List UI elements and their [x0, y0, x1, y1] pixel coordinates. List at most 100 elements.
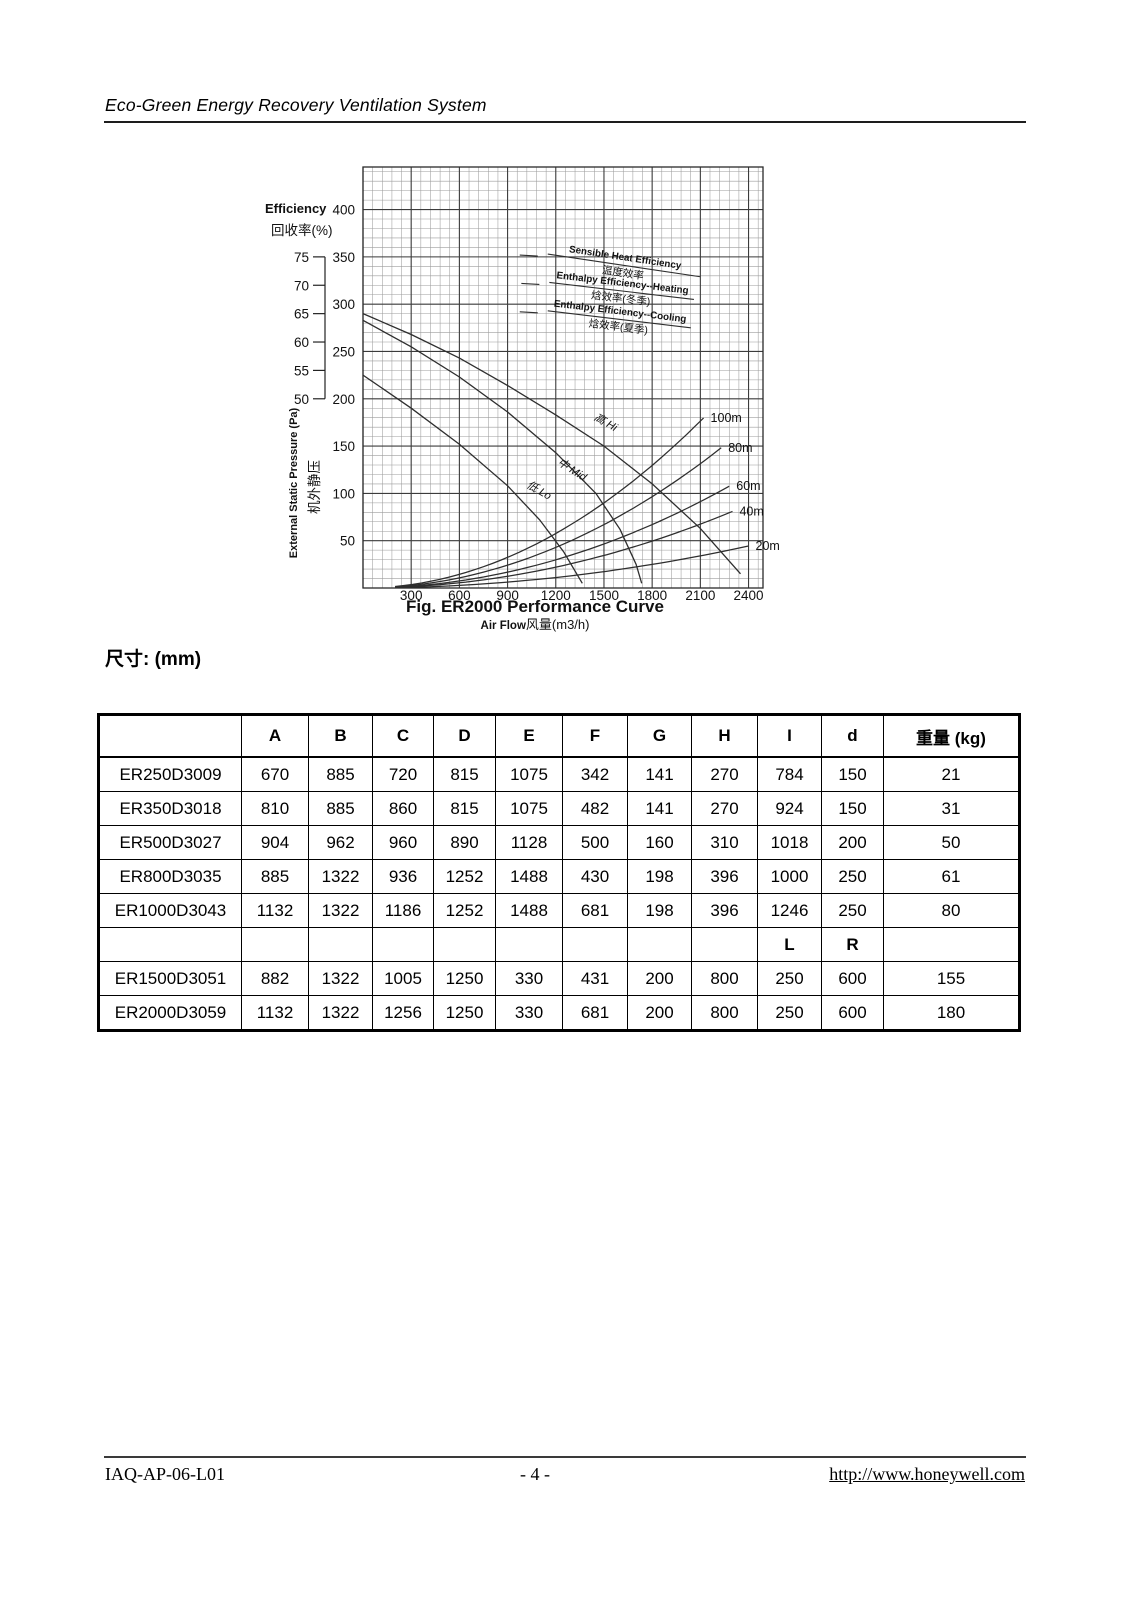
- efficiency-axis-title-cn: 回收率(%): [271, 222, 333, 238]
- y-tick-label: 300: [332, 297, 355, 312]
- duct-length-label: 60m: [736, 479, 760, 493]
- value-cell: 330: [495, 961, 563, 996]
- value-cell: 1246: [757, 893, 822, 928]
- y-tick-label: 50: [340, 534, 355, 549]
- value-cell: 155: [883, 961, 1020, 996]
- value-cell: 960: [372, 825, 434, 860]
- value-cell: 250: [821, 859, 884, 894]
- value-cell: [495, 927, 563, 962]
- value-cell: 1322: [308, 995, 373, 1031]
- value-cell: 1128: [495, 825, 563, 860]
- value-cell: 61: [883, 859, 1020, 894]
- value-cell: 430: [562, 859, 628, 894]
- value-cell: 924: [757, 791, 822, 826]
- model-cell: ER350D3018: [98, 791, 242, 826]
- value-cell: 885: [308, 791, 373, 826]
- duct-length-label: 20m: [756, 539, 780, 553]
- fan-speed-label: 低 Lo: [524, 478, 553, 502]
- x-tick-label: 1800: [637, 588, 667, 603]
- column-header: G: [627, 714, 692, 758]
- fan-speed-label: 高 Hi: [592, 411, 620, 435]
- column-header: B: [308, 714, 373, 758]
- table-row: ER1000D3043 1132 1322 1186 1252 1488 681 198 396…: [98, 893, 1020, 928]
- value-cell: 396: [691, 893, 758, 928]
- model-cell: ER1500D3051: [98, 961, 242, 996]
- x-tick-label: 2100: [685, 588, 715, 603]
- column-header: H: [691, 714, 758, 758]
- value-cell: L: [757, 927, 822, 962]
- value-cell: 681: [562, 893, 628, 928]
- value-cell: 1075: [495, 791, 563, 826]
- efficiency-curve-label-cn: 焓效率(夏季): [588, 317, 649, 337]
- value-cell: 150: [821, 756, 884, 792]
- document-id: IAQ-AP-06-L01: [105, 1464, 225, 1484]
- honeywell-url-link[interactable]: http://www.honeywell.com: [829, 1464, 1025, 1484]
- y-tick-label: 100: [332, 486, 355, 501]
- value-cell: 482: [562, 791, 628, 826]
- value-cell: 1132: [241, 893, 309, 928]
- value-cell: 810: [241, 791, 309, 826]
- efficiency-tick-label: 70: [294, 278, 309, 293]
- value-cell: 815: [433, 791, 496, 826]
- value-cell: 250: [757, 961, 822, 996]
- y-axis-title-cn: 机外静压: [307, 460, 322, 514]
- y-tick-label: 400: [332, 203, 355, 218]
- duct-length-label: 40m: [739, 504, 763, 518]
- value-cell: 200: [627, 961, 692, 996]
- value-cell: 1250: [433, 995, 496, 1031]
- table-row: ER800D3035 885 1322 936 1252 1488 430 198 396 100…: [98, 859, 1020, 894]
- column-header: A: [241, 714, 309, 758]
- model-column-header: [98, 714, 242, 758]
- value-cell: 600: [821, 995, 884, 1031]
- page-footer: - 4 - IAQ-AP-06-L01 http://www.honeywell…: [104, 1464, 1026, 1490]
- value-cell: 1000: [757, 859, 822, 894]
- value-cell: 500: [562, 825, 628, 860]
- model-cell: ER2000D3059: [98, 995, 242, 1031]
- value-cell: 1256: [372, 995, 434, 1031]
- value-cell: [241, 927, 309, 962]
- value-cell: 80: [883, 893, 1020, 928]
- value-cell: 342: [562, 756, 628, 792]
- table-row: ER250D3009 670 885 720 815 1075 342 141 270 784 15…: [98, 756, 1020, 792]
- table-body: ER250D3009 670 885 720 815 1075 342 141 270 784 15…: [98, 756, 1020, 1031]
- column-header: C: [372, 714, 434, 758]
- column-header: d: [821, 714, 884, 758]
- value-cell: 1322: [308, 961, 373, 996]
- performance-curve-figure: 50 100 150 200 250 300 350 400 300 600 900 1200 1500…: [263, 153, 788, 650]
- value-cell: 904: [241, 825, 309, 860]
- value-cell: 1488: [495, 859, 563, 894]
- figure-caption: Fig. ER2000 Performance Curve: [406, 597, 664, 616]
- value-cell: 180: [883, 995, 1020, 1031]
- value-cell: 600: [821, 961, 884, 996]
- table-row: ER1500D3051 882 1322 1005 1250 330 431 200 800 25…: [98, 961, 1020, 996]
- model-cell: ER1000D3043: [98, 893, 242, 928]
- value-cell: 885: [308, 756, 373, 792]
- value-cell: 1018: [757, 825, 822, 860]
- value-cell: 860: [372, 791, 434, 826]
- value-cell: 1250: [433, 961, 496, 996]
- value-cell: R: [821, 927, 884, 962]
- value-cell: 962: [308, 825, 373, 860]
- value-cell: 681: [562, 995, 628, 1031]
- value-cell: 784: [757, 756, 822, 792]
- value-cell: 250: [821, 893, 884, 928]
- model-cell: [98, 927, 242, 962]
- value-cell: 890: [433, 825, 496, 860]
- column-header: E: [495, 714, 563, 758]
- performance-curve-chart: 50 100 150 200 250 300 350 400 300 600 900 1200 1500…: [265, 166, 780, 632]
- value-cell: 1186: [372, 893, 434, 928]
- x-tick-label: 900: [496, 588, 519, 603]
- x-tick-label: 1200: [541, 588, 571, 603]
- efficiency-axis-title: Efficiency: [265, 201, 327, 216]
- value-cell: [883, 927, 1020, 962]
- value-cell: 396: [691, 859, 758, 894]
- value-cell: 1322: [308, 859, 373, 894]
- value-cell: 31: [883, 791, 1020, 826]
- page-number: - 4 -: [520, 1464, 550, 1484]
- value-cell: 800: [691, 995, 758, 1031]
- value-cell: 50: [883, 825, 1020, 860]
